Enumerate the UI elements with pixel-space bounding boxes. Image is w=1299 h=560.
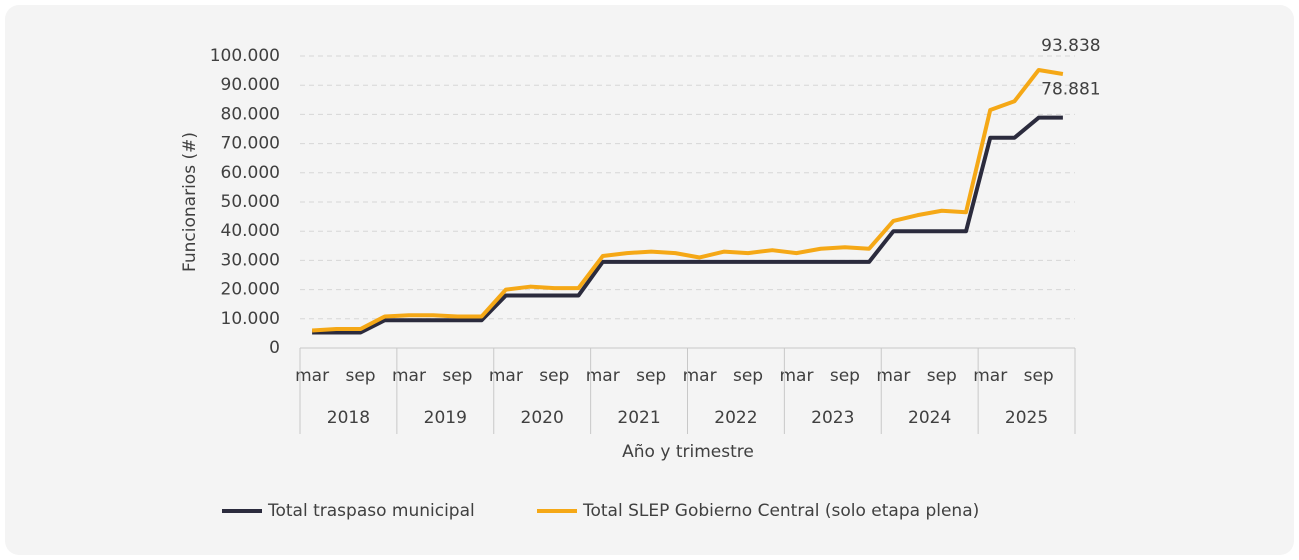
x-tick-label: mar	[876, 366, 910, 386]
y-tick-label: 20.000	[221, 280, 280, 300]
legend-label: Total traspaso municipal	[267, 501, 475, 521]
group-label: 2025	[1005, 408, 1048, 428]
group-label: 2024	[908, 408, 951, 428]
x-tick-label: mar	[392, 366, 426, 386]
x-tick-label: mar	[973, 366, 1007, 386]
x-tick-label: sep	[539, 366, 569, 386]
group-label: 2019	[424, 408, 467, 428]
x-tick-label: mar	[780, 366, 814, 386]
x-tick-label: sep	[830, 366, 860, 386]
group-label: 2018	[327, 408, 370, 428]
series-line	[311, 68, 1064, 333]
y-tick-label: 10.000	[221, 309, 280, 329]
y-tick-label: 100.000	[210, 46, 280, 66]
x-axis-title: Año y trimestre	[622, 442, 754, 462]
data-label: 78.881	[1041, 80, 1100, 100]
y-axis-title: Funcionarios (#)	[180, 132, 200, 272]
x-tick-label: mar	[295, 366, 329, 386]
y-tick-label: 60.000	[221, 163, 280, 183]
x-tick-label: mar	[586, 366, 620, 386]
y-tick-label: 30.000	[221, 250, 280, 270]
group-label: 2023	[811, 408, 854, 428]
y-tick-label: 70.000	[221, 134, 280, 154]
y-tick-label: 0	[269, 338, 280, 358]
x-tick-label: sep	[345, 366, 375, 386]
group-label: 2021	[617, 408, 660, 428]
x-tick-label: sep	[927, 366, 957, 386]
x-tick-label: sep	[1024, 366, 1054, 386]
x-tick-label: sep	[733, 366, 763, 386]
group-label: 2022	[714, 408, 757, 428]
x-tick-label: sep	[636, 366, 666, 386]
x-tick-label: sep	[442, 366, 472, 386]
data-label: 93.838	[1041, 36, 1100, 56]
y-tick-label: 50.000	[221, 192, 280, 212]
card	[5, 5, 1294, 555]
y-tick-label: 40.000	[221, 221, 280, 241]
series-line	[312, 115, 1063, 335]
y-tick-label: 90.000	[221, 75, 280, 95]
x-tick-label: mar	[489, 366, 523, 386]
group-label: 2020	[521, 408, 564, 428]
legend-label: Total SLEP Gobierno Central (solo etapa …	[582, 501, 979, 521]
y-tick-label: 80.000	[221, 104, 280, 124]
x-tick-label: mar	[683, 366, 717, 386]
